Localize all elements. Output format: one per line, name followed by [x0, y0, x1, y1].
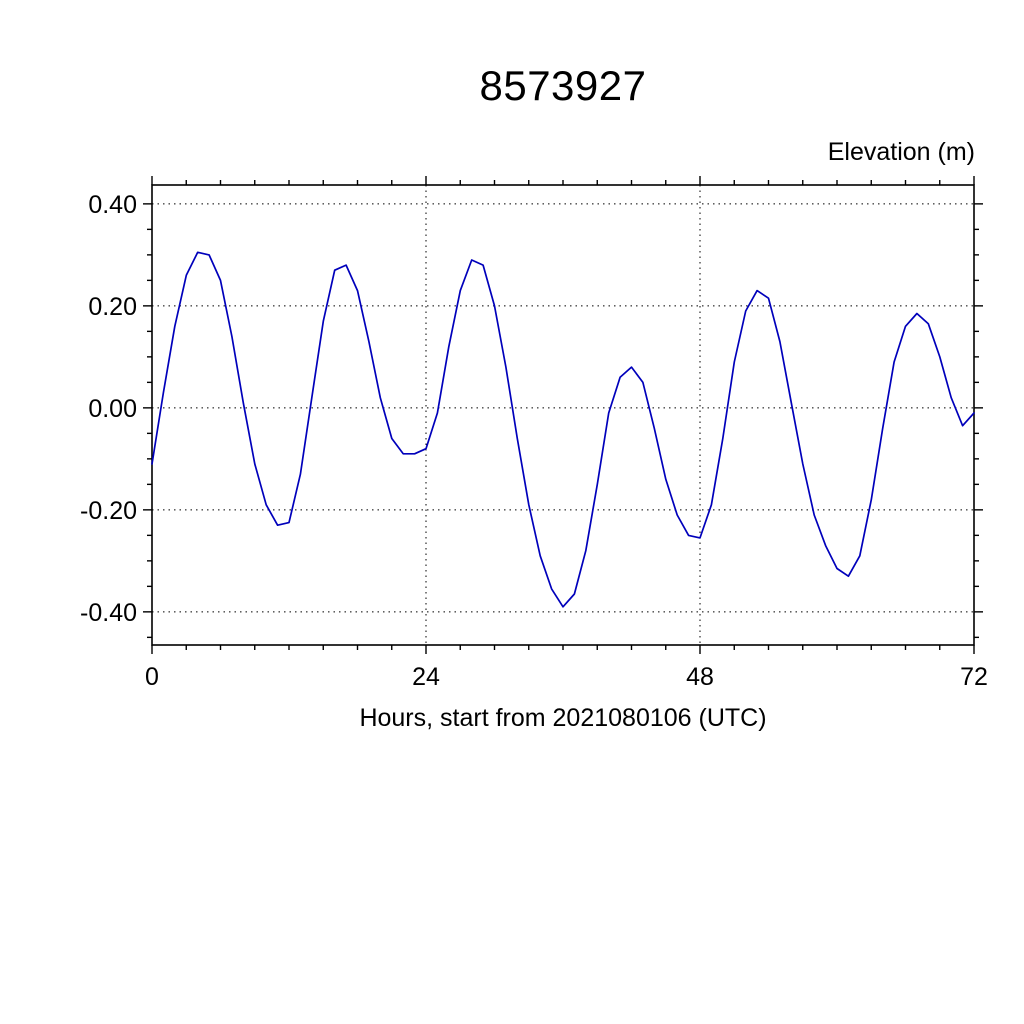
x-tick-label: 72 [960, 663, 988, 691]
y-axis-title: Elevation (m) [827, 138, 975, 166]
y-tick-label: -0.20 [80, 497, 137, 525]
axis-ticks [143, 176, 983, 654]
x-tick-label: 24 [412, 663, 440, 691]
y-tick-label: 0.00 [88, 395, 137, 423]
x-tick-labels: 0 24 48 72 [145, 663, 988, 691]
y-tick-label: 0.40 [88, 191, 137, 219]
y-tick-label: 0.20 [88, 293, 137, 321]
y-tick-label: -0.40 [80, 599, 137, 627]
y-tick-labels: 0.40 0.20 0.00 -0.20 -0.40 [80, 191, 137, 627]
x-axis-title: Hours, start from 2021080106 (UTC) [359, 704, 767, 732]
plot-frame [151, 184, 975, 646]
elevation-series-line [151, 251, 975, 608]
chart-title: 8573927 [479, 62, 647, 109]
grid-lines [152, 185, 974, 645]
x-tick-label: 0 [145, 663, 159, 691]
x-tick-label: 48 [686, 663, 714, 691]
